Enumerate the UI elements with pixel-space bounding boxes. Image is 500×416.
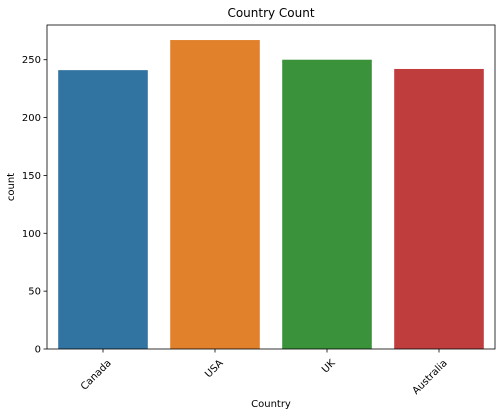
y-axis: 0 50 100 150 200 250 xyxy=(22,55,47,356)
chart-title: Country Count xyxy=(227,6,314,20)
x-axis: Canada USA UK Australia xyxy=(79,349,450,397)
plot-frame xyxy=(46,24,496,350)
x-tick-label-usa: USA xyxy=(203,358,226,381)
x-tick-label-uk: UK xyxy=(320,358,338,376)
bar-australia xyxy=(394,68,484,349)
y-tick-label: 150 xyxy=(22,171,41,182)
y-axis-label: count xyxy=(6,173,17,201)
x-tick-label-canada: Canada xyxy=(79,358,114,393)
bars-layer xyxy=(58,40,484,350)
y-tick-label: 50 xyxy=(28,287,41,298)
x-tick-label-australia: Australia xyxy=(411,358,450,397)
bar-uk xyxy=(282,59,372,349)
y-tick-label: 0 xyxy=(35,345,41,356)
y-tick-label: 200 xyxy=(22,113,41,124)
bar-canada xyxy=(58,70,148,349)
y-tick-label: 250 xyxy=(22,55,41,66)
bar-usa xyxy=(170,40,260,350)
y-tick-label: 100 xyxy=(22,229,41,240)
x-axis-label: Country xyxy=(251,399,291,410)
